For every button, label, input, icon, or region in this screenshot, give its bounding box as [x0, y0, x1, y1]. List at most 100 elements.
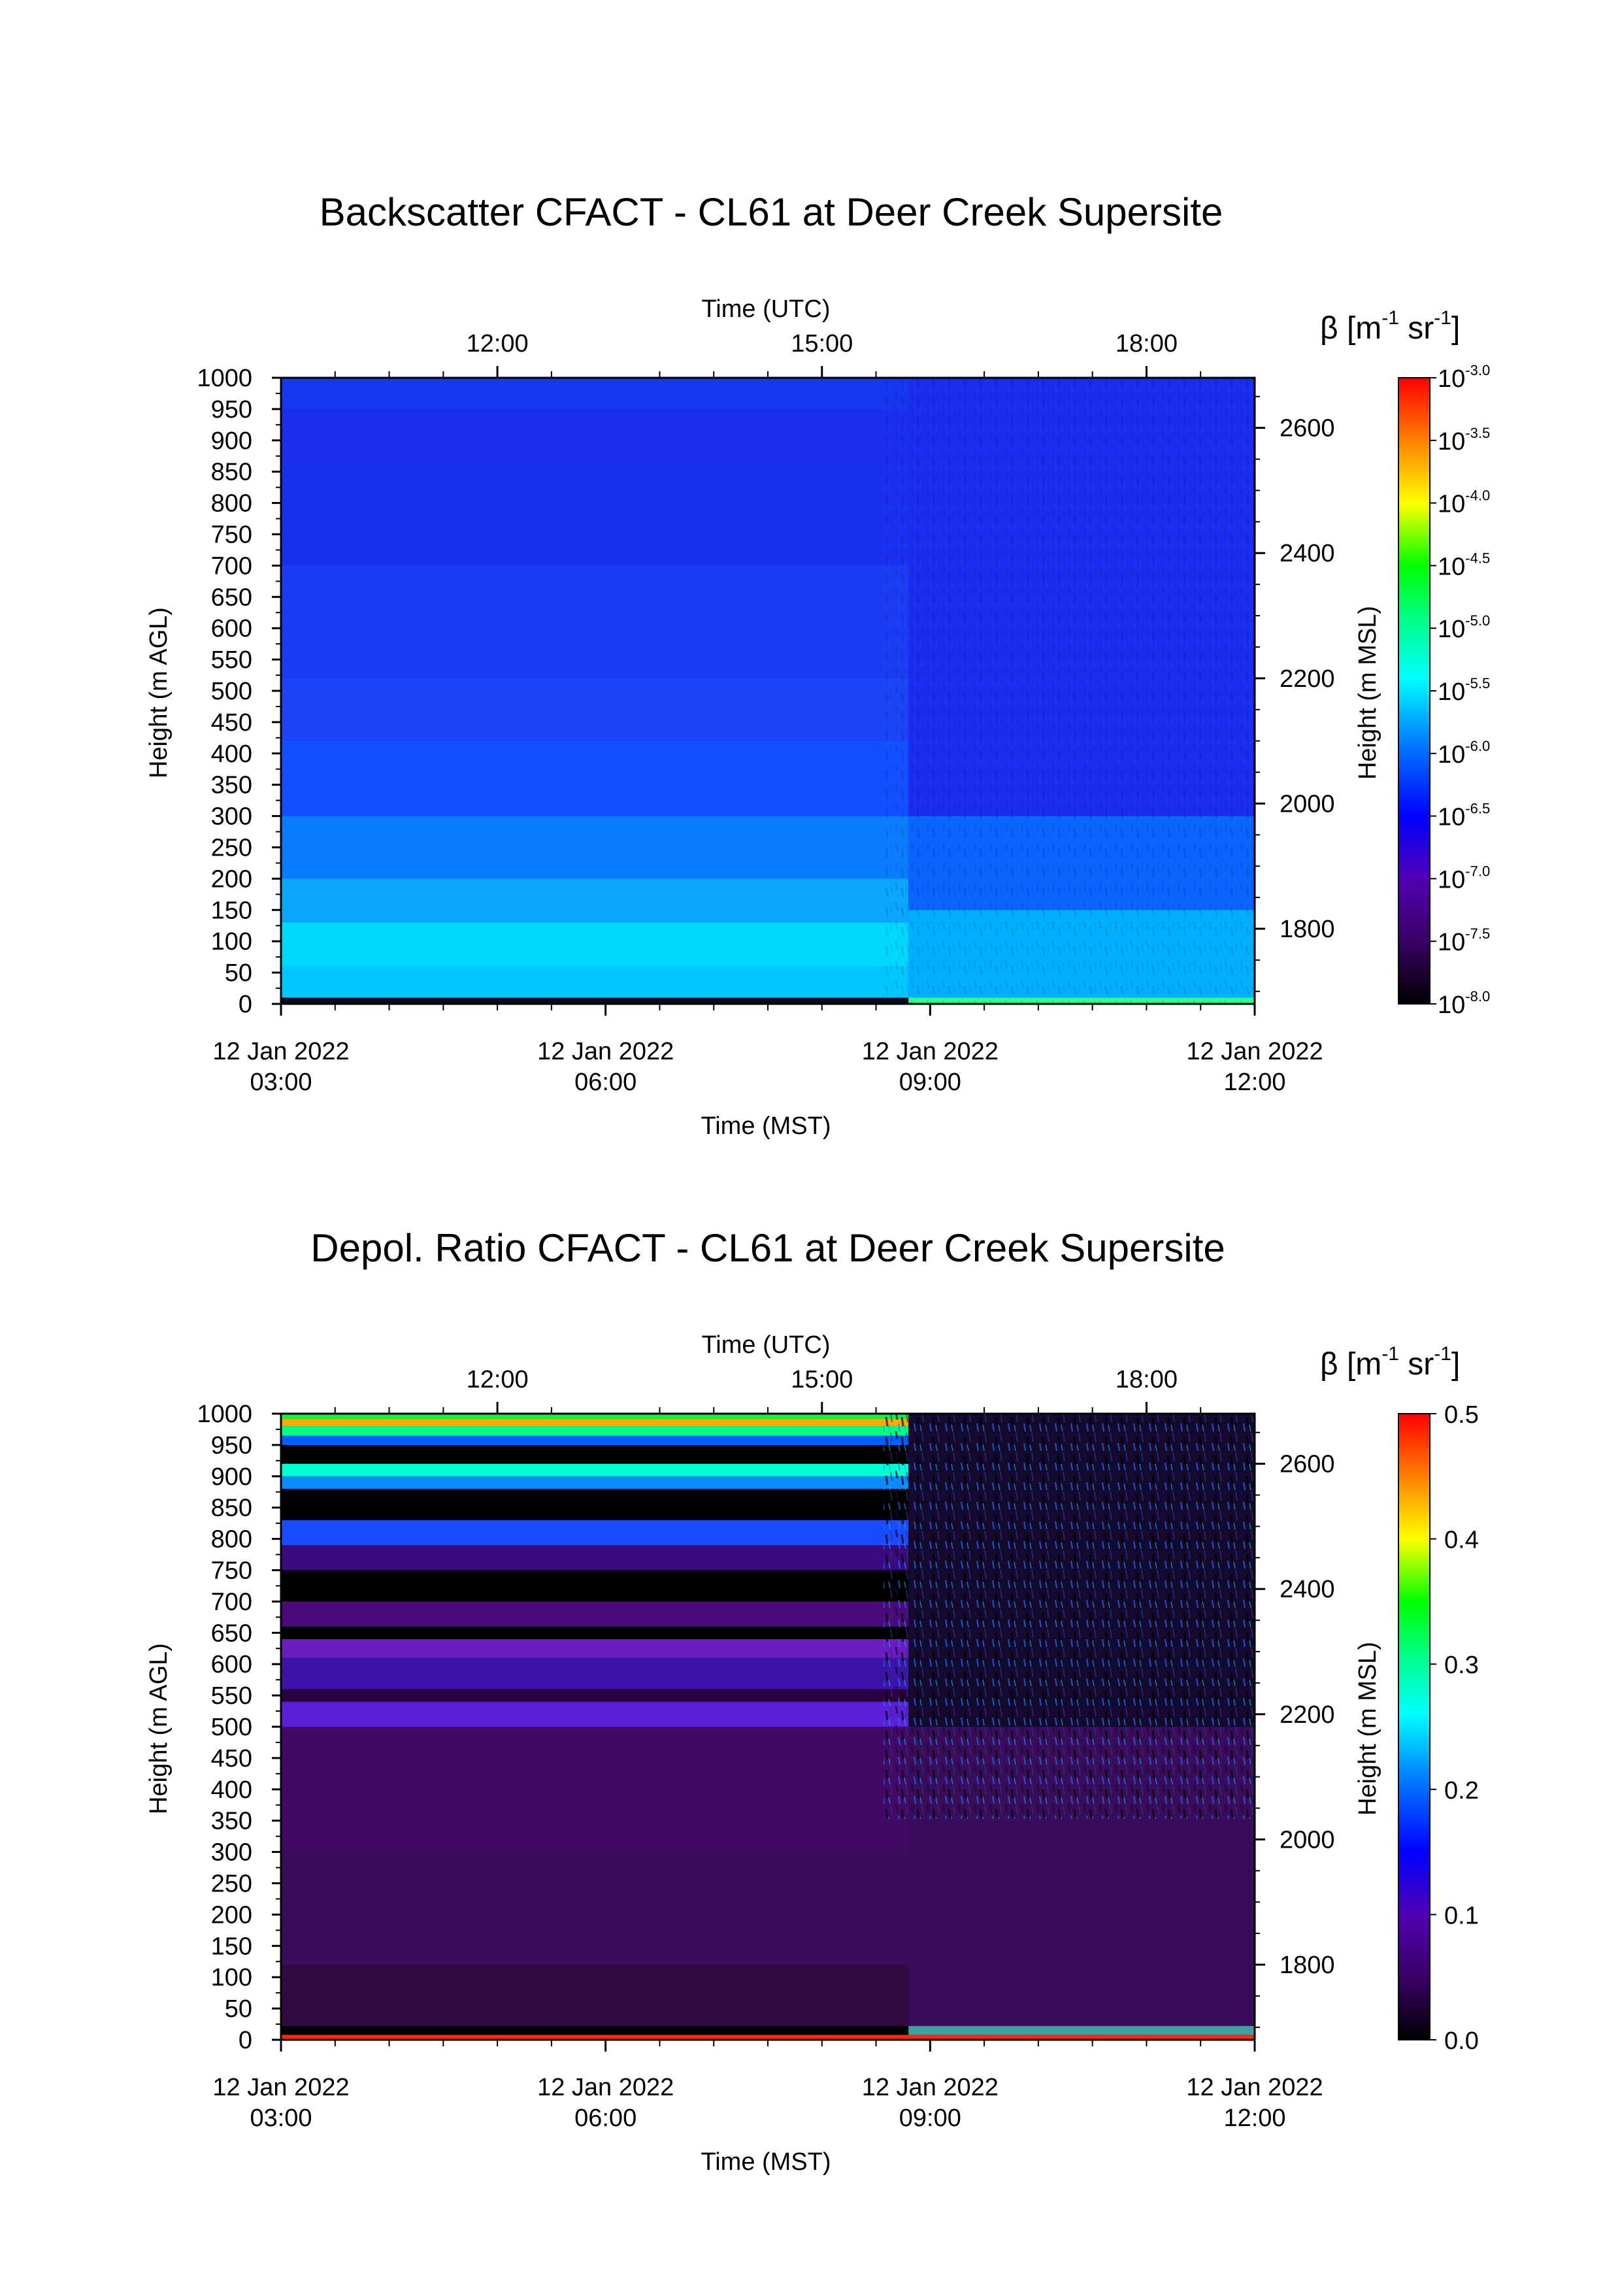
y-tick-label: 350 — [211, 772, 252, 799]
x-axis-label: Time (MST) — [701, 2148, 831, 2176]
x-tick-label: 03:00 — [250, 2105, 312, 2132]
y-tick-label: 450 — [211, 1745, 252, 1772]
colorbar-tick-label: 0.4 — [1444, 1527, 1479, 1554]
x2-tick-label: 15:00 — [791, 1366, 853, 1393]
y-tick-label: 300 — [211, 1839, 252, 1867]
y-tick-label: 650 — [211, 584, 252, 611]
y2-tick-label: 2400 — [1280, 540, 1335, 567]
y-tick-label: 850 — [211, 459, 252, 486]
x-tick-label: 12:00 — [1223, 1069, 1285, 1096]
x-tick-label: 06:00 — [574, 1069, 636, 1096]
heatmap-band — [281, 1601, 909, 1627]
noise-region — [884, 1414, 1255, 1819]
axes: 0 50 100 150 200 250 300 350 400 450 500 550 600 650 7… — [197, 330, 1334, 1096]
x-tick-label: 12 Jan 2022 — [1186, 1038, 1323, 1065]
heatmap-band — [281, 378, 909, 409]
colorbar-tick-label: 0.5 — [1444, 1401, 1479, 1429]
colorbar-ticks: 0.5 0.4 0.3 0.2 0.1 0.0 — [1430, 1401, 1479, 2055]
x-tick-label: 12 Jan 2022 — [1186, 2074, 1323, 2101]
y-tick-label: 500 — [211, 1714, 252, 1741]
y-tick-label: 450 — [211, 709, 252, 737]
colorbar-tick-label: 10-6.0 — [1438, 738, 1490, 769]
y-tick-label: 100 — [211, 928, 252, 956]
heatmap-bands — [281, 1414, 1255, 2040]
colorbar-label: β [m-1 sr-1] — [1320, 307, 1460, 346]
colorbar-ticks: 10-3.0 10-3.5 10-4.0 10-4.5 10-5.0 10-5.5 10-6… — [1430, 362, 1490, 1019]
heatmap-band — [281, 1626, 909, 1639]
y-tick-label: 700 — [211, 552, 252, 580]
y-tick-label: 250 — [211, 1871, 252, 1898]
heatmap-band — [281, 966, 909, 998]
heatmap-band — [281, 922, 909, 967]
heatmap-band — [281, 1426, 909, 1436]
chart-title: Backscatter CFACT - CL61 at Deer Creek S… — [320, 190, 1223, 234]
colorbar-tick-label: 10-7.0 — [1438, 863, 1490, 893]
y-axis-label: Height (m AGL) — [145, 607, 173, 778]
colorbar-tick-label: 0.0 — [1444, 2027, 1479, 2055]
y-tick-label: 0 — [239, 2027, 252, 2054]
x-tick-label: 12 Jan 2022 — [862, 2074, 999, 2101]
y-tick-label: 350 — [211, 1808, 252, 1835]
y-axis-label: Height (m AGL) — [145, 1643, 173, 1814]
heatmap-band — [281, 1701, 909, 1727]
heatmap-band — [281, 1657, 909, 1689]
y-tick-label: 1000 — [197, 1401, 252, 1428]
y-tick-label: 550 — [211, 1682, 252, 1710]
heatmap-band — [281, 878, 909, 923]
heatmap — [281, 378, 1255, 1004]
heatmap-band — [281, 1520, 909, 1546]
y2-tick-label: 2600 — [1280, 1451, 1335, 1478]
y-tick-label: 550 — [211, 646, 252, 674]
x2-tick-label: 12:00 — [467, 330, 529, 358]
noise-region — [884, 378, 1255, 1004]
heatmap-band — [281, 2035, 909, 2040]
colorbar-gradient — [1398, 377, 1430, 1005]
y-tick-label: 150 — [211, 1933, 252, 1960]
heatmap-band — [281, 2025, 909, 2035]
heatmap-band — [281, 1727, 909, 1852]
heatmap-band — [281, 1463, 909, 1476]
heatmap-band — [281, 1414, 909, 1419]
y2-tick-label: 2000 — [1280, 790, 1335, 818]
x-tick-label: 09:00 — [899, 2105, 961, 2132]
y-tick-label: 50 — [225, 1995, 252, 2023]
y2-tick-label: 1800 — [1280, 916, 1335, 943]
heatmap-band — [281, 1435, 909, 1445]
y-tick-label: 500 — [211, 678, 252, 705]
y-tick-label: 250 — [211, 835, 252, 862]
y-tick-label: 700 — [211, 1588, 252, 1616]
y2-tick-label: 2200 — [1280, 665, 1335, 693]
colorbar-tick-label: 0.1 — [1444, 1902, 1479, 1929]
y-tick-label: 150 — [211, 897, 252, 924]
y2-axis-label: Height (m MSL) — [1354, 606, 1381, 780]
y2-tick-label: 2200 — [1280, 1701, 1335, 1729]
x-tick-label: 12 Jan 2022 — [537, 2074, 674, 2101]
y-tick-label: 1000 — [197, 365, 252, 392]
colorbar-gradient — [1398, 1413, 1430, 2040]
colorbar-tick-label: 10-5.5 — [1438, 675, 1490, 706]
y-tick-label: 600 — [211, 1651, 252, 1678]
x2-tick-label: 18:00 — [1116, 1366, 1178, 1393]
heatmap-band — [281, 740, 909, 816]
heatmap-band — [281, 565, 909, 678]
y-tick-label: 50 — [225, 959, 252, 987]
x-tick-label: 12 Jan 2022 — [862, 1038, 999, 1065]
colorbar-tick-label: 10-5.0 — [1438, 612, 1490, 643]
y-tick-label: 400 — [211, 740, 252, 768]
colorbar-tick-label: 0.2 — [1444, 1777, 1479, 1805]
chart-title: Depol. Ratio CFACT - CL61 at Deer Creek … — [310, 1226, 1225, 1270]
y-tick-label: 800 — [211, 1526, 252, 1554]
y-tick-label: 750 — [211, 522, 252, 549]
colorbar: β [m-1 sr-1] 0.5 0.4 0.3 0.2 0.1 0.0 — [1320, 1343, 1479, 2055]
colorbar: β [m-1 sr-1] 10-3.010-3.510-4.010-4.510-… — [1320, 307, 1490, 1019]
y2-tick-label: 2400 — [1280, 1576, 1335, 1603]
heatmap-band — [281, 678, 909, 741]
x-tick-label: 12:00 — [1223, 2105, 1285, 2132]
y-tick-label: 950 — [211, 396, 252, 424]
y-tick-label: 650 — [211, 1620, 252, 1647]
depol-ratio-panel: Depol. Ratio CFACT - CL61 at Deer Creek … — [145, 1226, 1479, 2176]
y-tick-label: 900 — [211, 427, 252, 455]
x2-axis-label: Time (UTC) — [702, 295, 831, 323]
y-tick-label: 850 — [211, 1495, 252, 1522]
